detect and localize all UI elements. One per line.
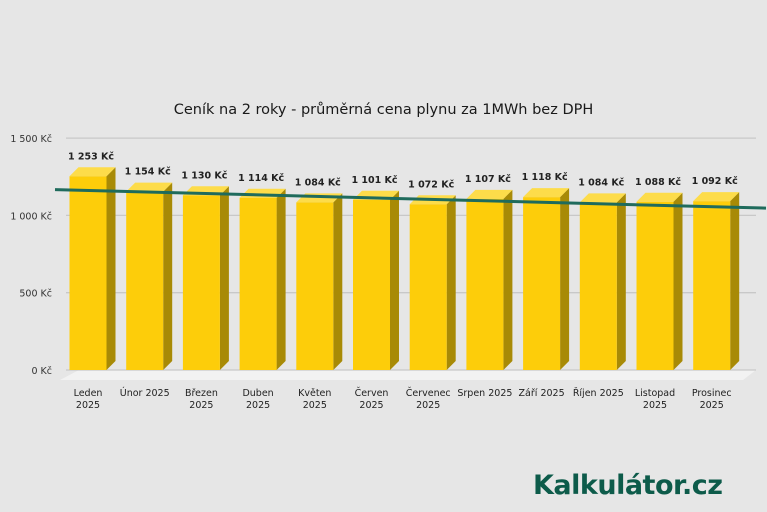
x-tick-label: Červenec (406, 387, 451, 399)
kalkulator-logo: Kalkulátor.cz (533, 470, 723, 501)
bar (693, 201, 731, 370)
bar (409, 204, 447, 370)
bar (579, 202, 617, 370)
bar-side (219, 186, 229, 370)
x-tick-label: Červen (355, 387, 389, 399)
bar-side (333, 193, 343, 370)
x-tick-label: Prosinec (692, 388, 732, 399)
x-tick-label: Květen (298, 388, 331, 399)
bar (69, 176, 107, 370)
bar-top (693, 192, 740, 202)
bar-top (466, 189, 513, 199)
x-tick-label: 2025 (246, 400, 270, 411)
y-tick-label: 0 Kč (31, 366, 52, 377)
bar-side (730, 192, 740, 370)
bar-side (163, 182, 173, 370)
chart-title: Ceník na 2 roky - průměrná cena plynu za… (173, 102, 594, 118)
x-tick-label: Listopad (635, 388, 675, 399)
x-tick-label: 2025 (700, 400, 724, 411)
x-tick-label: 2025 (303, 400, 327, 411)
bar (126, 191, 164, 370)
data-label: 1 118 Kč (522, 172, 568, 183)
x-tick-label: Srpen 2025 (457, 388, 512, 399)
bar (466, 198, 504, 370)
data-label: 1 101 Kč (351, 175, 397, 186)
x-tick-label: 2025 (359, 400, 383, 411)
x-tick-label: 2025 (643, 400, 667, 411)
data-label: 1 088 Kč (635, 177, 681, 188)
bar-side (446, 195, 456, 370)
data-label: 1 253 Kč (68, 151, 114, 162)
x-tick-label: Únor 2025 (120, 387, 170, 399)
bar (523, 197, 561, 370)
data-label: 1 072 Kč (408, 179, 454, 190)
bar (636, 201, 674, 370)
trendline (54, 188, 767, 210)
bar-side (673, 192, 683, 370)
x-tick-label: Březen (185, 388, 218, 399)
bar-side (276, 188, 286, 370)
x-tick-label: 2025 (416, 400, 440, 411)
bar-side (560, 188, 570, 370)
bar-top (636, 192, 683, 202)
data-label: 1 130 Kč (181, 170, 227, 181)
data-label: 1 154 Kč (125, 167, 171, 178)
bar-top (69, 167, 116, 177)
bar-side (503, 189, 513, 370)
x-tick-label: Září 2025 (519, 388, 565, 399)
x-tick-label: 2025 (189, 400, 213, 411)
bar (353, 199, 390, 370)
y-tick-label: 500 Kč (19, 289, 52, 300)
x-tick-label: Leden (74, 388, 103, 399)
y-tick-label: 1 500 Kč (10, 134, 52, 145)
data-label: 1 084 Kč (295, 177, 341, 188)
data-label: 1 114 Kč (238, 173, 284, 184)
x-tick-label: Duben (242, 388, 273, 399)
bar-side (390, 190, 399, 370)
bar-side (106, 167, 116, 370)
data-label: 1 107 Kč (465, 174, 511, 185)
x-tick-label: Říjen 2025 (573, 388, 624, 399)
x-tick-label: 2025 (76, 400, 100, 411)
bar (296, 202, 334, 370)
bar-side (616, 193, 626, 370)
y-tick-label: 1 000 Kč (10, 211, 52, 222)
bar (182, 195, 220, 370)
bar-top (579, 193, 626, 203)
data-label: 1 092 Kč (692, 176, 738, 187)
bar-top (126, 182, 173, 192)
bar-top (523, 188, 570, 198)
bar (239, 197, 277, 370)
data-label: 1 084 Kč (578, 177, 624, 188)
chart-floor (60, 370, 756, 380)
